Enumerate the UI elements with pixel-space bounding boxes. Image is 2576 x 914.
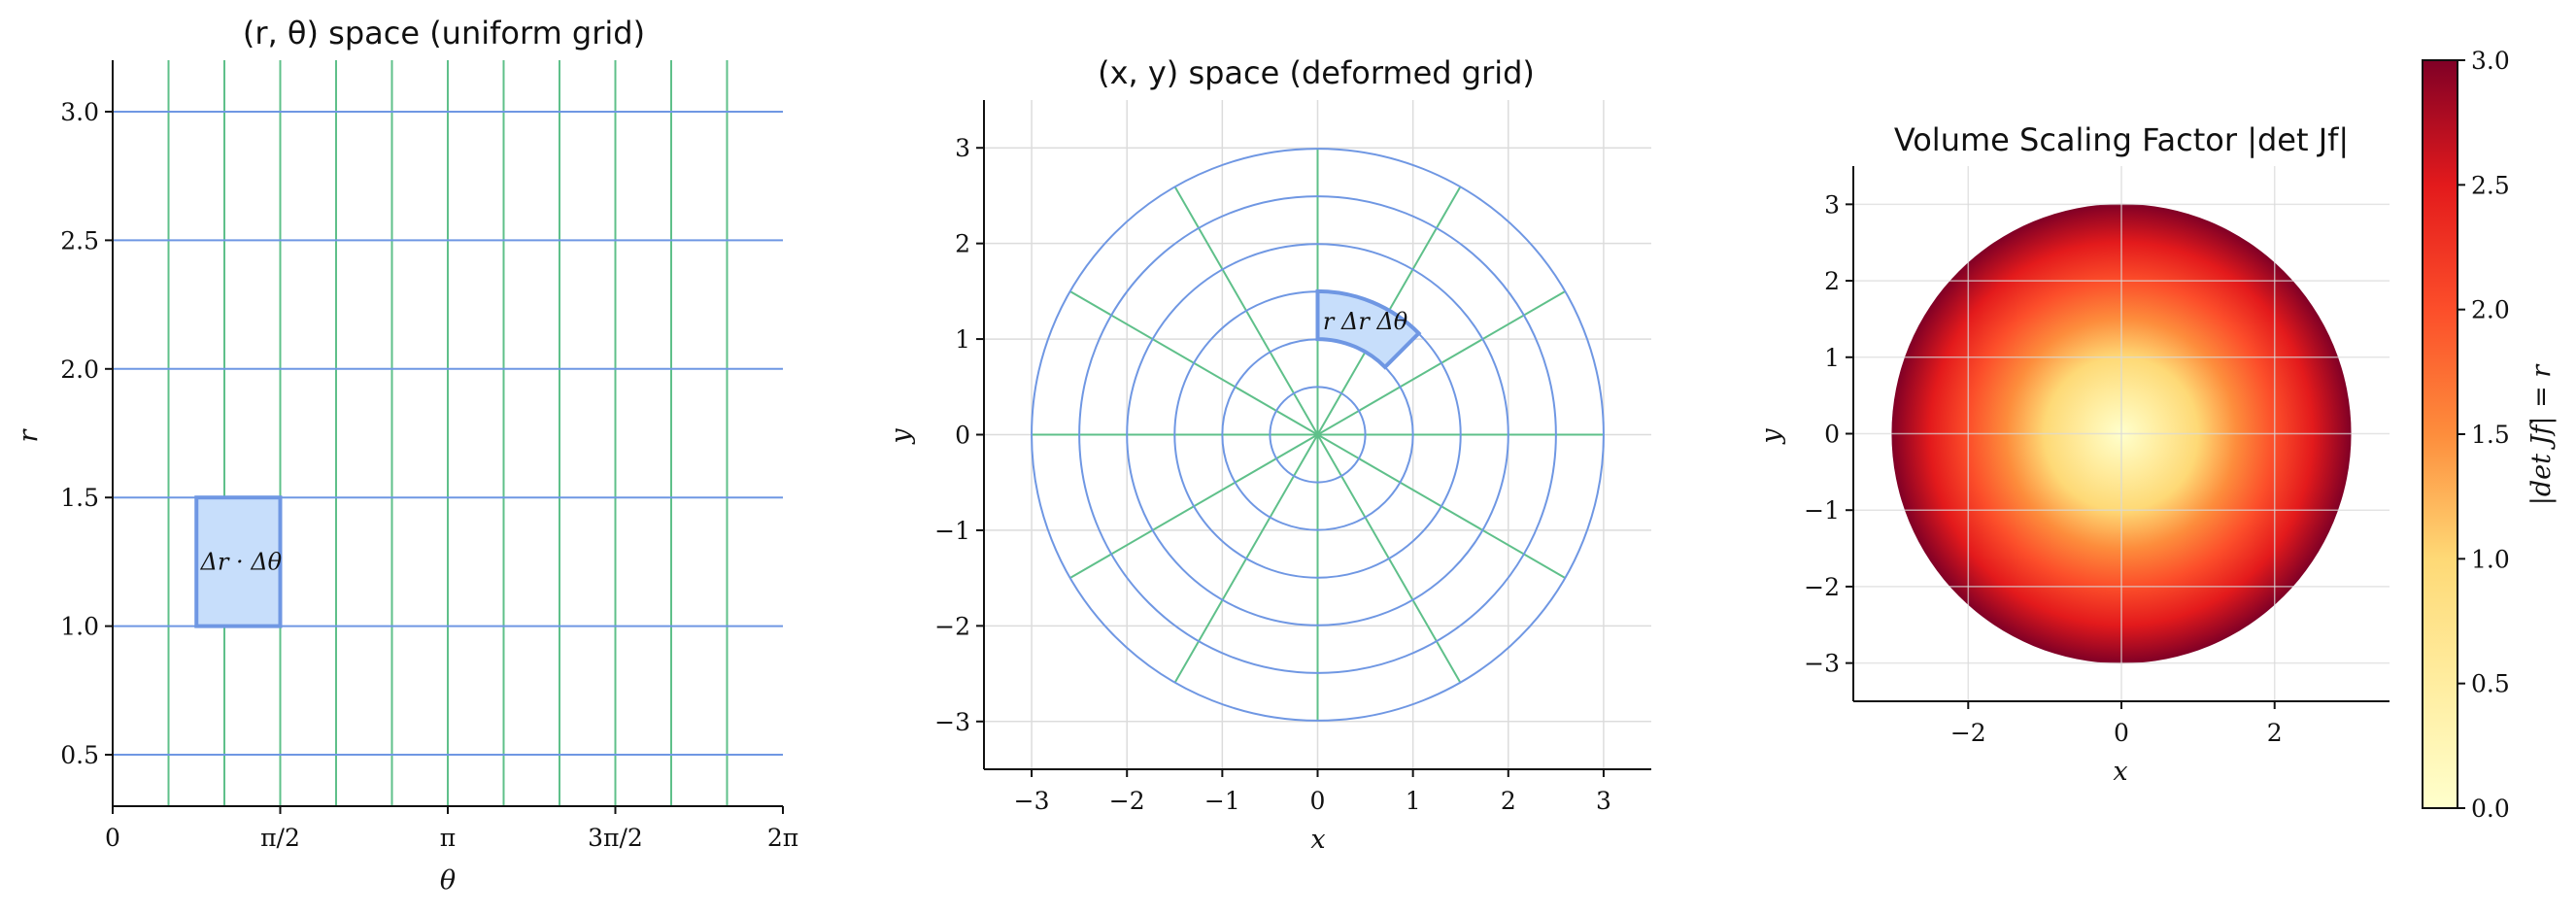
x-tick-label: π [440,824,456,852]
y-tick-label: 3.0 [60,98,99,126]
colorbar-tick-label: 2.0 [2471,296,2510,324]
x-tick-label: −2 [1950,719,1986,747]
r-circle [1078,195,1557,674]
x-tick-label: 2π [767,824,798,852]
panel-volume-title: Volume Scaling Factor |det Jf| [1894,121,2349,158]
colorbar-tick-label: 1.5 [2471,421,2510,449]
y-tick-label: 2.5 [60,226,99,254]
panel-r-theta-plot: Δr · Δθ 0 π/2 π 3π/2 2π 0.5 1.0 1.5 2.0 2.5 3.0 [60,60,798,852]
x-tick-label: −2 [1109,787,1145,815]
x-tick-label: −3 [1014,787,1050,815]
area-patch [194,495,283,628]
y-tick-label: 3 [955,134,970,162]
panel-r-theta: (r, θ) space (uniform grid) Δr · Δθ 0 π/2 π… [14,15,798,896]
x-tick-label: 1 [1406,787,1421,815]
panel-r-theta-ylabel: r [14,427,44,442]
x-tick-label: 3π/2 [588,824,643,852]
panel-x-y-xlabel: x [1310,825,1325,855]
y-tick-label: −2 [934,612,970,640]
panel-x-y-ylabel: y [886,428,916,445]
panel-r-theta-title: (r, θ) space (uniform grid) [243,15,645,51]
y-tick-label: 2 [1824,267,1840,295]
y-tick-label: −3 [1804,650,1840,678]
x-tick-label: π/2 [260,824,300,852]
y-tick-label: −3 [934,708,970,736]
colorbar-tick-label: 2.5 [2471,171,2510,199]
colorbar-tick-label: 0.5 [2471,670,2510,698]
y-tick-label: −1 [934,517,970,545]
y-tick-label: 0.5 [60,741,99,769]
x-tick-label: 0 [1310,787,1326,815]
x-tick-label: −1 [1204,787,1240,815]
x-tick-label: 2 [1501,787,1516,815]
x-tick-label: 0 [2114,719,2129,747]
colorbar-tick-label: 0.0 [2471,795,2510,823]
y-tick-label: −1 [1804,496,1840,525]
patch-annotation: Δr · Δθ [200,548,283,575]
x-tick-label: 0 [105,824,120,852]
panel-volume-plot: −2 0 2 −3 −2 −1 0 1 2 3 [1804,166,2390,747]
colorbar-tick-label: 3.0 [2471,47,2510,75]
y-tick-label: −2 [1804,573,1840,601]
polar-area-patch [1315,288,1422,370]
y-tick-label: 1 [1824,344,1840,372]
panel-volume-xlabel: x [2113,757,2127,787]
x-tick-label: 2 [2267,719,2283,747]
y-tick-label: 1.5 [60,484,99,512]
panel-volume-scaling: Volume Scaling Factor |det Jf| −2 0 2−3−2−… [1756,47,2557,823]
r-circle [1031,148,1605,722]
panel-x-y: (x, y) space (deformed grid) r Δr Δθ −3 −2… [886,54,1651,855]
x-tick-label: 3 [1596,787,1611,815]
y-tick-label: 2.0 [60,355,99,384]
y-tick-label: 3 [1824,190,1840,219]
y-tick-label: 0 [955,422,970,450]
panel-x-y-plot: r Δr Δθ −3 −2 −1 0 1 2 3 −3 −2 −1 0 1 2 3 [934,100,1651,815]
panel-x-y-title: (x, y) space (deformed grid) [1098,54,1535,91]
y-tick-label: 1 [955,325,970,354]
colorbar: 0.0 0.5 1.0 1.5 2.0 2.5 3.0 [2422,47,2510,823]
r-circle [1269,386,1367,484]
colorbar-gradient [2422,59,2458,809]
colorbar-label: |det Jf| = r [2526,363,2557,505]
y-tick-label: 0 [1824,421,1840,449]
panel-volume-ylabel: y [1756,428,1786,445]
panel-r-theta-xlabel: θ [440,865,456,896]
r-circle [1126,243,1509,626]
colorbar-tick-label: 1.0 [2471,545,2510,573]
patch-annotation: r Δr Δθ [1323,308,1408,335]
y-tick-label: 2 [955,230,970,258]
y-tick-label: 1.0 [60,613,99,641]
